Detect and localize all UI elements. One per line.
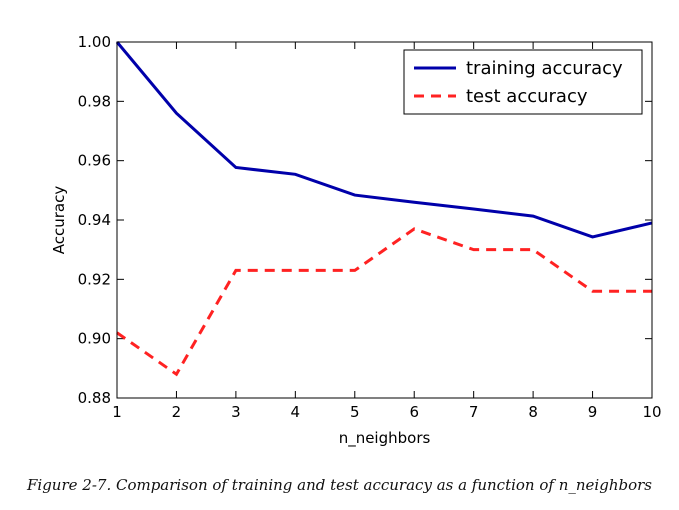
legend-label: training accuracy <box>466 58 623 79</box>
x-tick-label: 10 <box>642 403 661 421</box>
x-tick-label: 5 <box>350 403 360 421</box>
axis-ticks <box>116 41 653 399</box>
y-tick-label: 0.98 <box>78 92 111 110</box>
x-tick-label: 2 <box>172 403 182 421</box>
plot-frame <box>116 41 653 399</box>
legend: training accuracy test accuracy <box>403 49 643 115</box>
x-tick-label: 6 <box>409 403 419 421</box>
y-tick-label: 0.94 <box>78 211 111 229</box>
x-axis-label: n_neighbors <box>339 429 431 448</box>
y-axis-label: Accuracy <box>50 186 68 255</box>
y-tick-label: 0.96 <box>78 152 111 170</box>
x-tick-label: 8 <box>528 403 538 421</box>
y-tick-label: 1.00 <box>78 33 111 51</box>
x-tick-label: 1 <box>112 403 122 421</box>
legend-box <box>403 49 643 115</box>
y-tick-label: 0.90 <box>78 330 111 348</box>
accuracy-chart: 1 2 3 4 5 6 7 8 9 100.880.900.920.940.960.981.00 … <box>50 33 662 448</box>
x-tick-label: 7 <box>469 403 479 421</box>
x-tick-label: 9 <box>588 403 598 421</box>
x-tick-label: 3 <box>231 403 241 421</box>
legend-label: test accuracy <box>466 86 588 107</box>
series-line-training-accuracy <box>115 41 653 239</box>
x-tick-label: 4 <box>291 403 301 421</box>
y-tick-label: 0.92 <box>78 270 111 288</box>
figure-caption: Figure 2-7. Comparison of training and t… <box>27 476 652 494</box>
series-line-test-accuracy <box>116 227 652 377</box>
tick-labels: 1 2 3 4 5 6 7 8 9 10 0.88 0.90 0.92 0.94 0.96 0.98 1.00 <box>78 33 662 421</box>
y-tick-label: 0.88 <box>78 389 111 407</box>
